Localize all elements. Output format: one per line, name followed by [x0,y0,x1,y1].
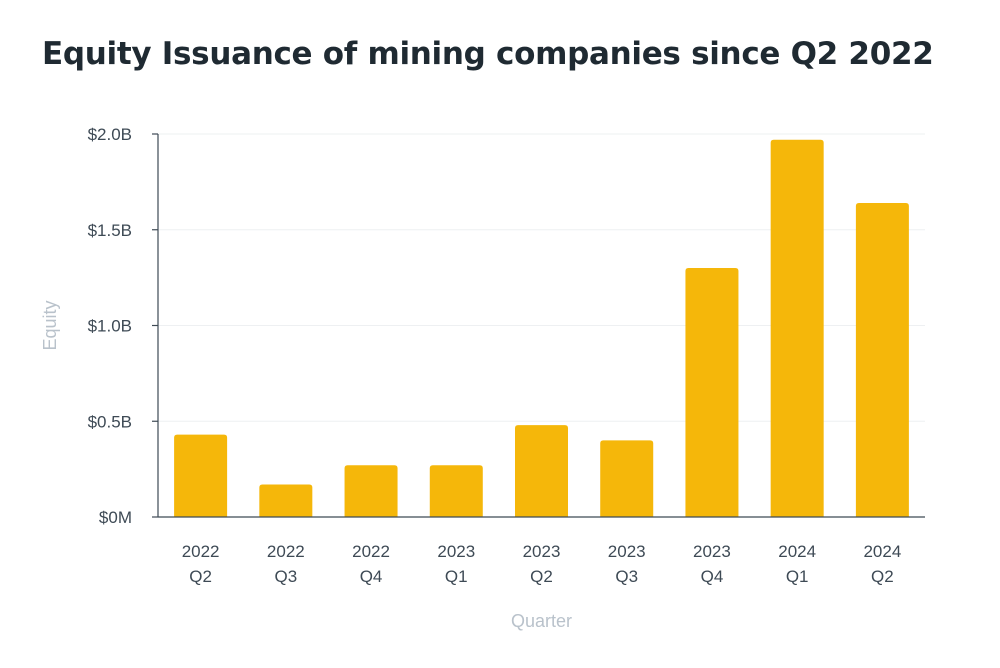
y-tick-label: $1.0B [88,317,132,336]
bar [174,434,228,517]
bars [174,139,909,517]
x-tick-label: 2024 Q2 [863,542,901,586]
y-tick-label: $2.0B [88,125,132,144]
x-tick-label: 2023 Q4 [693,542,731,586]
bar [685,268,739,517]
bar [259,484,313,517]
x-tick-label: 2023 Q3 [608,542,646,586]
axes [152,133,925,518]
bar [600,440,654,517]
bar [855,202,909,517]
bar [770,139,824,517]
bar [429,465,483,517]
y-tick-label: $0.5B [88,412,132,431]
y-tick-label: $1.5B [88,221,132,240]
x-tick-label: 2023 Q1 [437,542,475,586]
x-tick-label: 2022 Q2 [182,542,220,586]
tick-labels: $0M $0.5B $1.0B $1.5B $2.0B 2022 Q2 2022 Q3 2022 Q… [88,125,902,586]
x-tick-label: 2024 Q1 [778,542,816,586]
x-tick-label: 2022 Q4 [352,542,390,586]
x-tick-label: 2022 Q3 [267,542,305,586]
bar [344,465,398,517]
chart-title: Equity Issuance of mining companies sinc… [42,36,934,72]
y-tick-label: $0M [99,508,132,527]
y-axis-title: Equity [40,300,60,350]
bar [515,425,568,517]
x-axis-title: Quarter [511,611,572,631]
x-tick-label: 2023 Q2 [523,542,561,586]
